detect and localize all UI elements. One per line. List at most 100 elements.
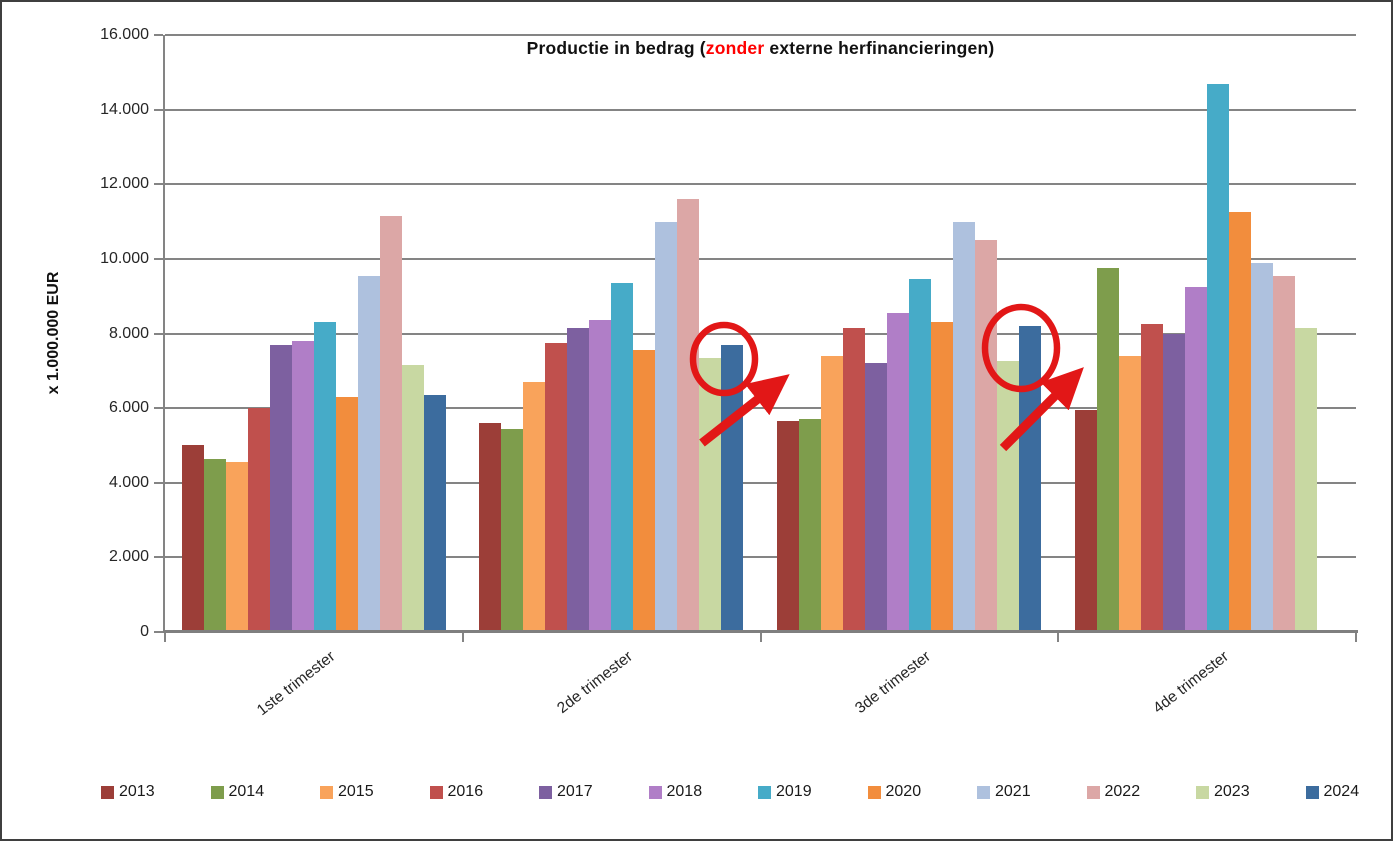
bar-2016 <box>545 342 568 632</box>
bar-2016 <box>247 408 270 632</box>
chart-title-prefix: Productie in bedrag ( <box>526 38 706 58</box>
y-tick-mark <box>154 108 163 111</box>
bar-2024 <box>423 395 446 632</box>
legend-swatch-icon <box>1086 785 1100 799</box>
y-tick-label: 4.000 <box>108 473 149 491</box>
legend-label: 2023 <box>1214 783 1250 800</box>
gridline <box>165 183 1356 186</box>
legend-item-2017: 2017 <box>539 783 593 801</box>
gridline <box>165 332 1356 335</box>
plot-area <box>165 34 1356 632</box>
legend-swatch-icon <box>101 785 114 799</box>
bar-2017 <box>567 327 590 632</box>
bar-2023 <box>1294 327 1317 632</box>
legend-item-2023: 2023 <box>1196 783 1250 801</box>
legend-item-2018: 2018 <box>648 783 703 801</box>
legend-label: 2024 <box>1323 783 1360 800</box>
bar-2015 <box>225 462 248 632</box>
bar-2019 <box>611 283 634 632</box>
bar-2021 <box>1250 262 1273 632</box>
legend-swatch-icon <box>977 785 990 799</box>
y-tick-mark <box>154 257 163 260</box>
bar-2020 <box>1228 212 1251 632</box>
chart-title: Productie in bedrag (zonder externe herf… <box>165 38 1356 59</box>
bar-2015 <box>523 382 546 632</box>
legend-item-2013: 2013 <box>101 783 155 801</box>
bar-2014 <box>799 419 821 632</box>
y-tick-mark <box>154 183 163 186</box>
legend-label: 2017 <box>557 783 593 800</box>
legend-item-2021: 2021 <box>977 783 1031 801</box>
y-tick-label: 14.000 <box>100 100 149 118</box>
bar-2023 <box>401 365 424 632</box>
x-axis-line <box>163 630 1358 633</box>
bar-2016 <box>1140 324 1163 632</box>
bar-2019 <box>1206 83 1229 632</box>
bar-2022 <box>975 240 997 632</box>
y-tick-mark <box>154 481 163 484</box>
y-tick-mark <box>154 332 163 335</box>
y-tick-label: 12.000 <box>100 175 149 193</box>
y-tick-mark <box>154 34 163 36</box>
legend-label: 2020 <box>885 783 922 800</box>
bar-2013 <box>181 445 204 632</box>
bar-2017 <box>269 344 292 632</box>
gridline <box>165 108 1356 111</box>
legend-swatch-icon <box>758 785 771 799</box>
legend-label: 2018 <box>666 783 703 800</box>
bar-2016 <box>843 327 865 632</box>
legend-swatch-icon <box>1196 785 1209 799</box>
y-axis-line <box>163 35 165 632</box>
bar-2015 <box>1118 355 1141 632</box>
x-tick-mark <box>461 633 464 642</box>
legend-label: 2021 <box>995 783 1031 800</box>
legend-item-2024: 2024 <box>1305 783 1360 801</box>
x-tick-mark <box>1057 633 1060 642</box>
x-category-label: 4de trimester <box>1149 648 1232 718</box>
legend-label: 2016 <box>447 783 484 800</box>
legend-label: 2022 <box>1104 783 1141 800</box>
y-tick-mark <box>154 407 163 410</box>
legend-item-2019: 2019 <box>758 783 812 801</box>
bar-2014 <box>1096 268 1119 632</box>
legend-label: 2015 <box>338 783 374 800</box>
y-tick-label: 10.000 <box>100 249 149 267</box>
bar-2020 <box>931 322 953 632</box>
bar-2023 <box>699 357 722 632</box>
legend-item-2016: 2016 <box>429 783 484 801</box>
legend-label: 2013 <box>119 783 155 800</box>
y-tick-mark <box>154 631 163 633</box>
legend-swatch-icon <box>1305 785 1319 799</box>
x-category-label: 2de trimester <box>554 648 637 718</box>
y-tick-label: 8.000 <box>108 324 149 342</box>
x-category-label: 3de trimester <box>852 648 934 718</box>
legend-swatch-icon <box>539 785 552 799</box>
bar-2023 <box>997 361 1019 632</box>
chart-title-suffix: externe herfinancieringen) <box>764 38 995 58</box>
bar-2014 <box>501 428 524 632</box>
bar-2019 <box>313 322 336 632</box>
legend-swatch-icon <box>429 785 443 799</box>
legend-label: 2019 <box>776 783 812 800</box>
gridline <box>165 257 1356 260</box>
y-tick-label: 2.000 <box>108 548 149 566</box>
bar-2021 <box>655 221 678 632</box>
bar-2020 <box>335 396 358 632</box>
bar-2022 <box>677 199 700 632</box>
x-tick-mark <box>164 633 166 642</box>
bar-2022 <box>379 215 402 632</box>
gridline <box>165 556 1356 559</box>
legend-item-2020: 2020 <box>867 783 922 801</box>
bar-2017 <box>1162 333 1185 632</box>
bar-2017 <box>865 363 887 632</box>
legend-swatch-icon <box>867 785 881 799</box>
legend-swatch-icon <box>210 785 224 799</box>
bar-2018 <box>291 340 314 632</box>
gridline <box>165 34 1356 36</box>
legend-swatch-icon <box>320 785 333 799</box>
bar-2013 <box>479 423 502 632</box>
chart-title-highlight: zonder <box>705 38 765 58</box>
bar-2018 <box>1184 286 1207 632</box>
y-tick-label: 6.000 <box>108 399 149 417</box>
